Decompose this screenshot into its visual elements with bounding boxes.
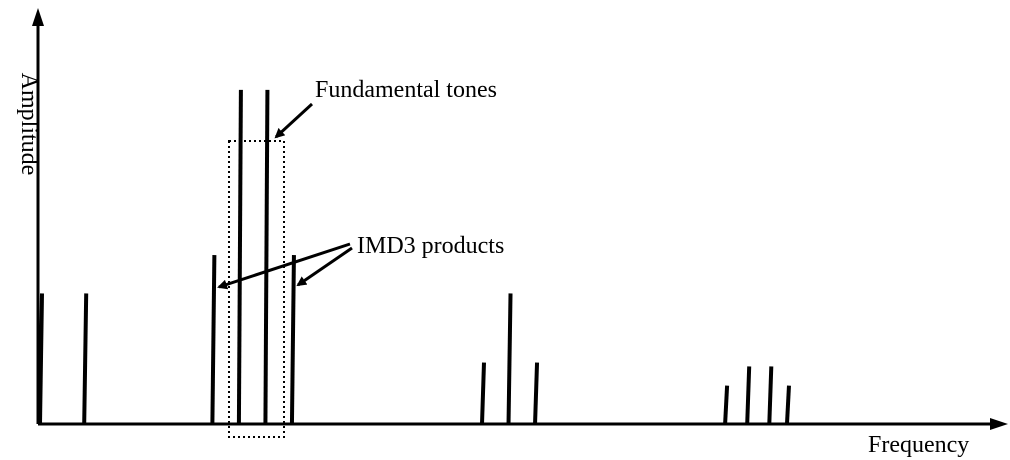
spectral-line-dc-and-low-1 (82, 293, 89, 425)
spectral-line-second-harmonic-region-1 (506, 293, 513, 425)
imd3-products-label: IMD3 products (357, 233, 504, 259)
y-axis-arrow-icon (32, 8, 44, 26)
imd3-arrow-right (296, 246, 353, 287)
y-axis-label: Amplitude (16, 73, 42, 176)
fundamental-arrow (274, 102, 314, 139)
spectral-line-third-harmonic-region-3 (784, 385, 791, 425)
spectral-line-fundamental-1 (263, 89, 270, 425)
spectral-line-second-harmonic-region-0 (480, 362, 486, 425)
x-axis-label: Frequency (868, 432, 969, 458)
spectral-line-fundamental-0 (236, 89, 243, 425)
x-axis-arrow-icon (990, 418, 1008, 430)
imd3-arrow-left (217, 242, 351, 290)
spectral-line-third-harmonic-region-2 (767, 366, 774, 425)
spectral-line-imd3-0 (210, 255, 217, 425)
fundamental-tones-label: Fundamental tones (315, 77, 497, 103)
spectral-line-second-harmonic-region-2 (533, 362, 540, 425)
spectral-line-third-harmonic-region-0 (723, 385, 730, 425)
spectral-line-imd3-1 (289, 255, 296, 425)
spectral-line-dc-and-low-0 (38, 293, 44, 425)
spectral-line-third-harmonic-region-1 (745, 366, 752, 425)
spectral-lines (38, 89, 791, 425)
